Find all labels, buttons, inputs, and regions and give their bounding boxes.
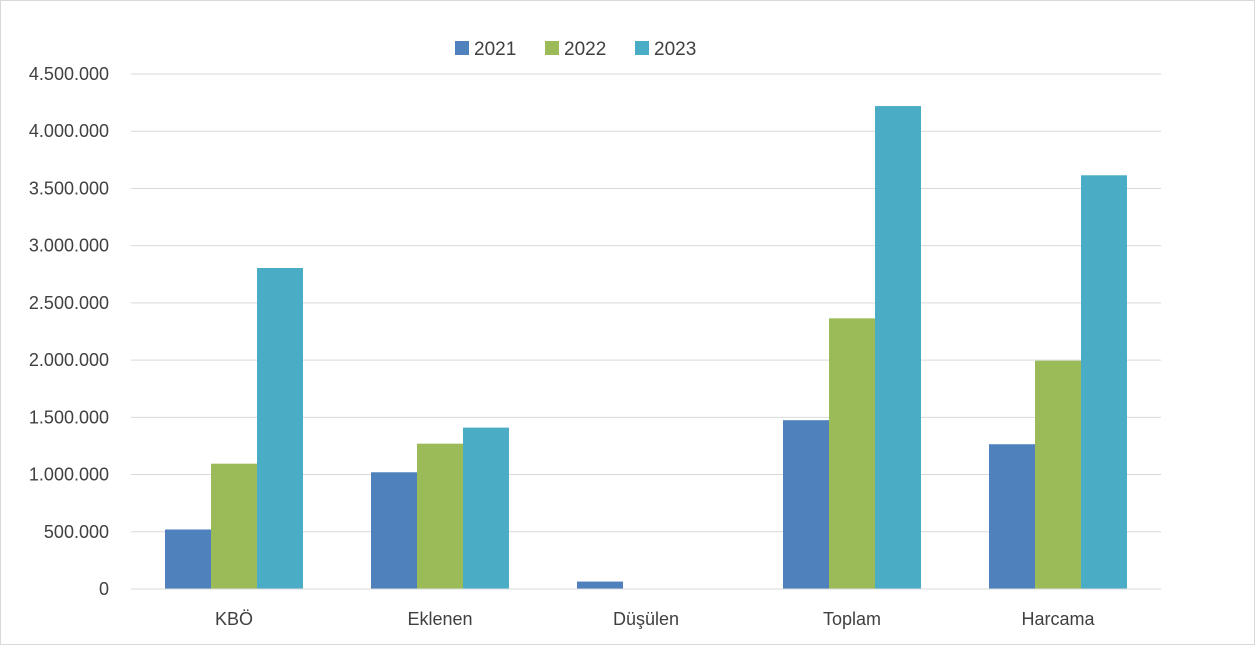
legend-label-2022: 2022: [564, 39, 606, 60]
y-tick-label: 4.500.000: [29, 64, 109, 84]
legend-swatch-2022: [545, 41, 559, 55]
bar-2023-4: [1081, 175, 1127, 590]
y-axis: 0 500.000 1.000.000 1.500.000 2.000.000 2.500…: [29, 64, 109, 599]
y-tick-label: 1.000.000: [29, 465, 109, 485]
x-tick-label: Düşülen: [613, 609, 679, 629]
legend-label-2023: 2023: [654, 39, 696, 60]
legend-label-2021: 2021: [474, 39, 516, 60]
bar-2021-1: [371, 472, 417, 589]
bar-2021-0: [165, 529, 211, 589]
bar-2021-3: [783, 420, 829, 589]
x-axis: KBÖ Eklenen Düşülen Toplam Harcama: [131, 588, 1161, 629]
y-tick-label: 1.500.000: [29, 407, 109, 427]
bar-2023-3: [875, 106, 921, 590]
x-tick-label: Harcama: [1021, 609, 1095, 629]
bar-2023-0: [257, 267, 303, 589]
y-tick-label: 2.500.000: [29, 293, 109, 313]
bar-2022-4: [1035, 360, 1081, 589]
y-tick-label: 500.000: [44, 522, 109, 542]
bar-2021-2: [577, 581, 623, 589]
y-tick-label: 2.000.000: [29, 350, 109, 370]
legend: 2021 2022 2023: [455, 39, 696, 60]
bar-2022-0: [211, 463, 257, 589]
y-tick-label: 4.000.000: [29, 121, 109, 141]
x-tick-label: KBÖ: [215, 609, 253, 629]
y-tick-label: 3.000.000: [29, 236, 109, 256]
y-tick-label: 0: [99, 579, 109, 599]
bar-2022-3: [829, 318, 875, 589]
bars: [165, 106, 1127, 590]
x-tick-label: Eklenen: [407, 609, 472, 629]
y-tick-label: 3.500.000: [29, 178, 109, 198]
bar-2022-1: [417, 443, 463, 589]
x-tick-label: Toplam: [823, 609, 881, 629]
bar-2023-1: [463, 427, 509, 589]
legend-swatch-2021: [455, 41, 469, 55]
legend-swatch-2023: [635, 41, 649, 55]
bar-2021-4: [989, 444, 1035, 589]
